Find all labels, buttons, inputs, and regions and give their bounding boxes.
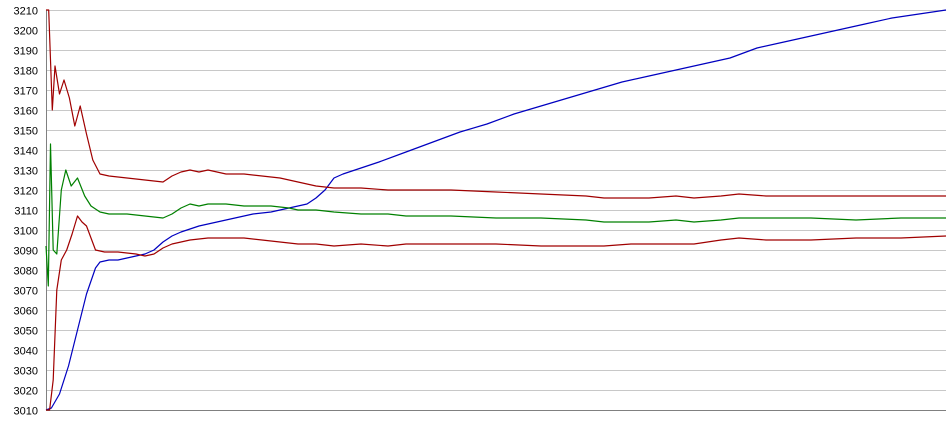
y-tick-label: 3150	[14, 126, 38, 138]
y-tick-label: 3120	[14, 186, 38, 198]
y-tick-label: 3170	[14, 86, 38, 98]
y-tick-label: 3050	[14, 326, 38, 338]
axes	[46, 10, 946, 411]
series-line-3	[46, 9, 946, 199]
y-tick-label: 3140	[14, 146, 38, 158]
y-tick-label: 3110	[14, 206, 38, 218]
y-tick-label: 3090	[14, 246, 38, 258]
y-tick-label: 3020	[14, 386, 38, 398]
series-line-1	[45, 9, 947, 411]
y-tick-label: 3180	[14, 66, 38, 78]
y-tick-label: 3130	[14, 166, 38, 178]
y-tick-label: 3040	[14, 346, 38, 358]
gridlines	[46, 10, 946, 411]
y-tick-label: 3210	[14, 6, 38, 18]
series-line-4	[46, 215, 947, 411]
y-tick-label: 3160	[14, 106, 38, 118]
y-axis-tick-labels: 3010 3020 3030 3040 3050 3060 3070 3080 3090 3100…	[14, 6, 38, 418]
series-lines	[45, 9, 947, 411]
series-line-2	[45, 143, 946, 287]
y-tick-label: 3080	[14, 266, 38, 278]
y-tick-label: 3060	[14, 306, 38, 318]
y-tick-label: 3070	[14, 286, 38, 298]
y-tick-label: 3010	[14, 406, 38, 418]
y-tick-label: 3030	[14, 366, 38, 378]
y-tick-label: 3190	[14, 46, 38, 58]
y-tick-label: 3200	[14, 26, 38, 38]
y-tick-label: 3100	[14, 226, 38, 238]
